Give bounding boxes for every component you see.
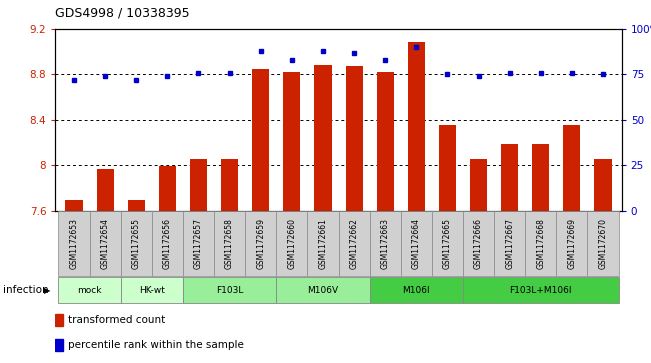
Text: percentile rank within the sample: percentile rank within the sample <box>68 340 243 350</box>
Text: GSM1172664: GSM1172664 <box>412 218 421 269</box>
Bar <box>563 126 581 211</box>
Bar <box>346 66 363 211</box>
Bar <box>594 159 611 211</box>
Bar <box>128 200 145 211</box>
Text: GSM1172670: GSM1172670 <box>598 218 607 269</box>
Text: mock: mock <box>77 286 102 295</box>
Text: GSM1172662: GSM1172662 <box>350 218 359 269</box>
Text: GSM1172661: GSM1172661 <box>318 218 327 269</box>
Bar <box>370 211 401 276</box>
Bar <box>183 211 214 276</box>
Text: GSM1172659: GSM1172659 <box>256 218 265 269</box>
Text: GSM1172665: GSM1172665 <box>443 218 452 269</box>
Bar <box>501 144 518 211</box>
Bar <box>463 211 494 276</box>
Text: GSM1172657: GSM1172657 <box>194 218 203 269</box>
Text: ▶: ▶ <box>44 286 50 295</box>
Text: GSM1172669: GSM1172669 <box>568 218 576 269</box>
Bar <box>314 65 331 211</box>
Bar <box>221 159 238 211</box>
Bar <box>55 314 63 326</box>
Bar <box>96 168 114 211</box>
Bar <box>463 277 618 303</box>
Bar <box>66 200 83 211</box>
Text: GSM1172667: GSM1172667 <box>505 218 514 269</box>
Bar <box>55 339 63 351</box>
Bar <box>214 211 245 276</box>
Text: M106I: M106I <box>402 286 430 295</box>
Text: GSM1172658: GSM1172658 <box>225 218 234 269</box>
Text: GSM1172654: GSM1172654 <box>101 218 109 269</box>
Text: infection: infection <box>3 285 49 295</box>
Bar <box>339 211 370 276</box>
Bar <box>159 166 176 211</box>
Text: F103L+M106I: F103L+M106I <box>510 286 572 295</box>
Text: GSM1172663: GSM1172663 <box>381 218 390 269</box>
Bar <box>533 144 549 211</box>
Bar <box>307 211 339 276</box>
Text: HK-wt: HK-wt <box>139 286 165 295</box>
Bar <box>587 211 618 276</box>
Text: GSM1172655: GSM1172655 <box>132 218 141 269</box>
Bar <box>120 211 152 276</box>
Bar <box>439 126 456 211</box>
Bar <box>183 277 276 303</box>
Bar <box>401 211 432 276</box>
Bar <box>283 72 300 211</box>
Bar <box>470 159 487 211</box>
Text: transformed count: transformed count <box>68 315 165 325</box>
Text: GDS4998 / 10338395: GDS4998 / 10338395 <box>55 7 190 20</box>
Bar <box>276 211 307 276</box>
Text: GSM1172668: GSM1172668 <box>536 218 546 269</box>
Bar <box>59 211 90 276</box>
Bar <box>152 211 183 276</box>
Bar <box>557 211 587 276</box>
Text: GSM1172653: GSM1172653 <box>70 218 79 269</box>
Bar <box>408 41 425 211</box>
Bar <box>276 277 370 303</box>
Text: GSM1172660: GSM1172660 <box>287 218 296 269</box>
Bar <box>245 211 276 276</box>
Text: M106V: M106V <box>307 286 339 295</box>
Bar <box>377 72 394 211</box>
Text: GSM1172656: GSM1172656 <box>163 218 172 269</box>
Bar <box>252 69 270 211</box>
Bar <box>370 277 463 303</box>
Text: GSM1172666: GSM1172666 <box>474 218 483 269</box>
Bar <box>432 211 463 276</box>
Bar <box>494 211 525 276</box>
Bar <box>120 277 183 303</box>
Bar <box>190 159 207 211</box>
Bar <box>59 277 120 303</box>
Bar <box>525 211 557 276</box>
Text: F103L: F103L <box>216 286 243 295</box>
Bar <box>90 211 120 276</box>
